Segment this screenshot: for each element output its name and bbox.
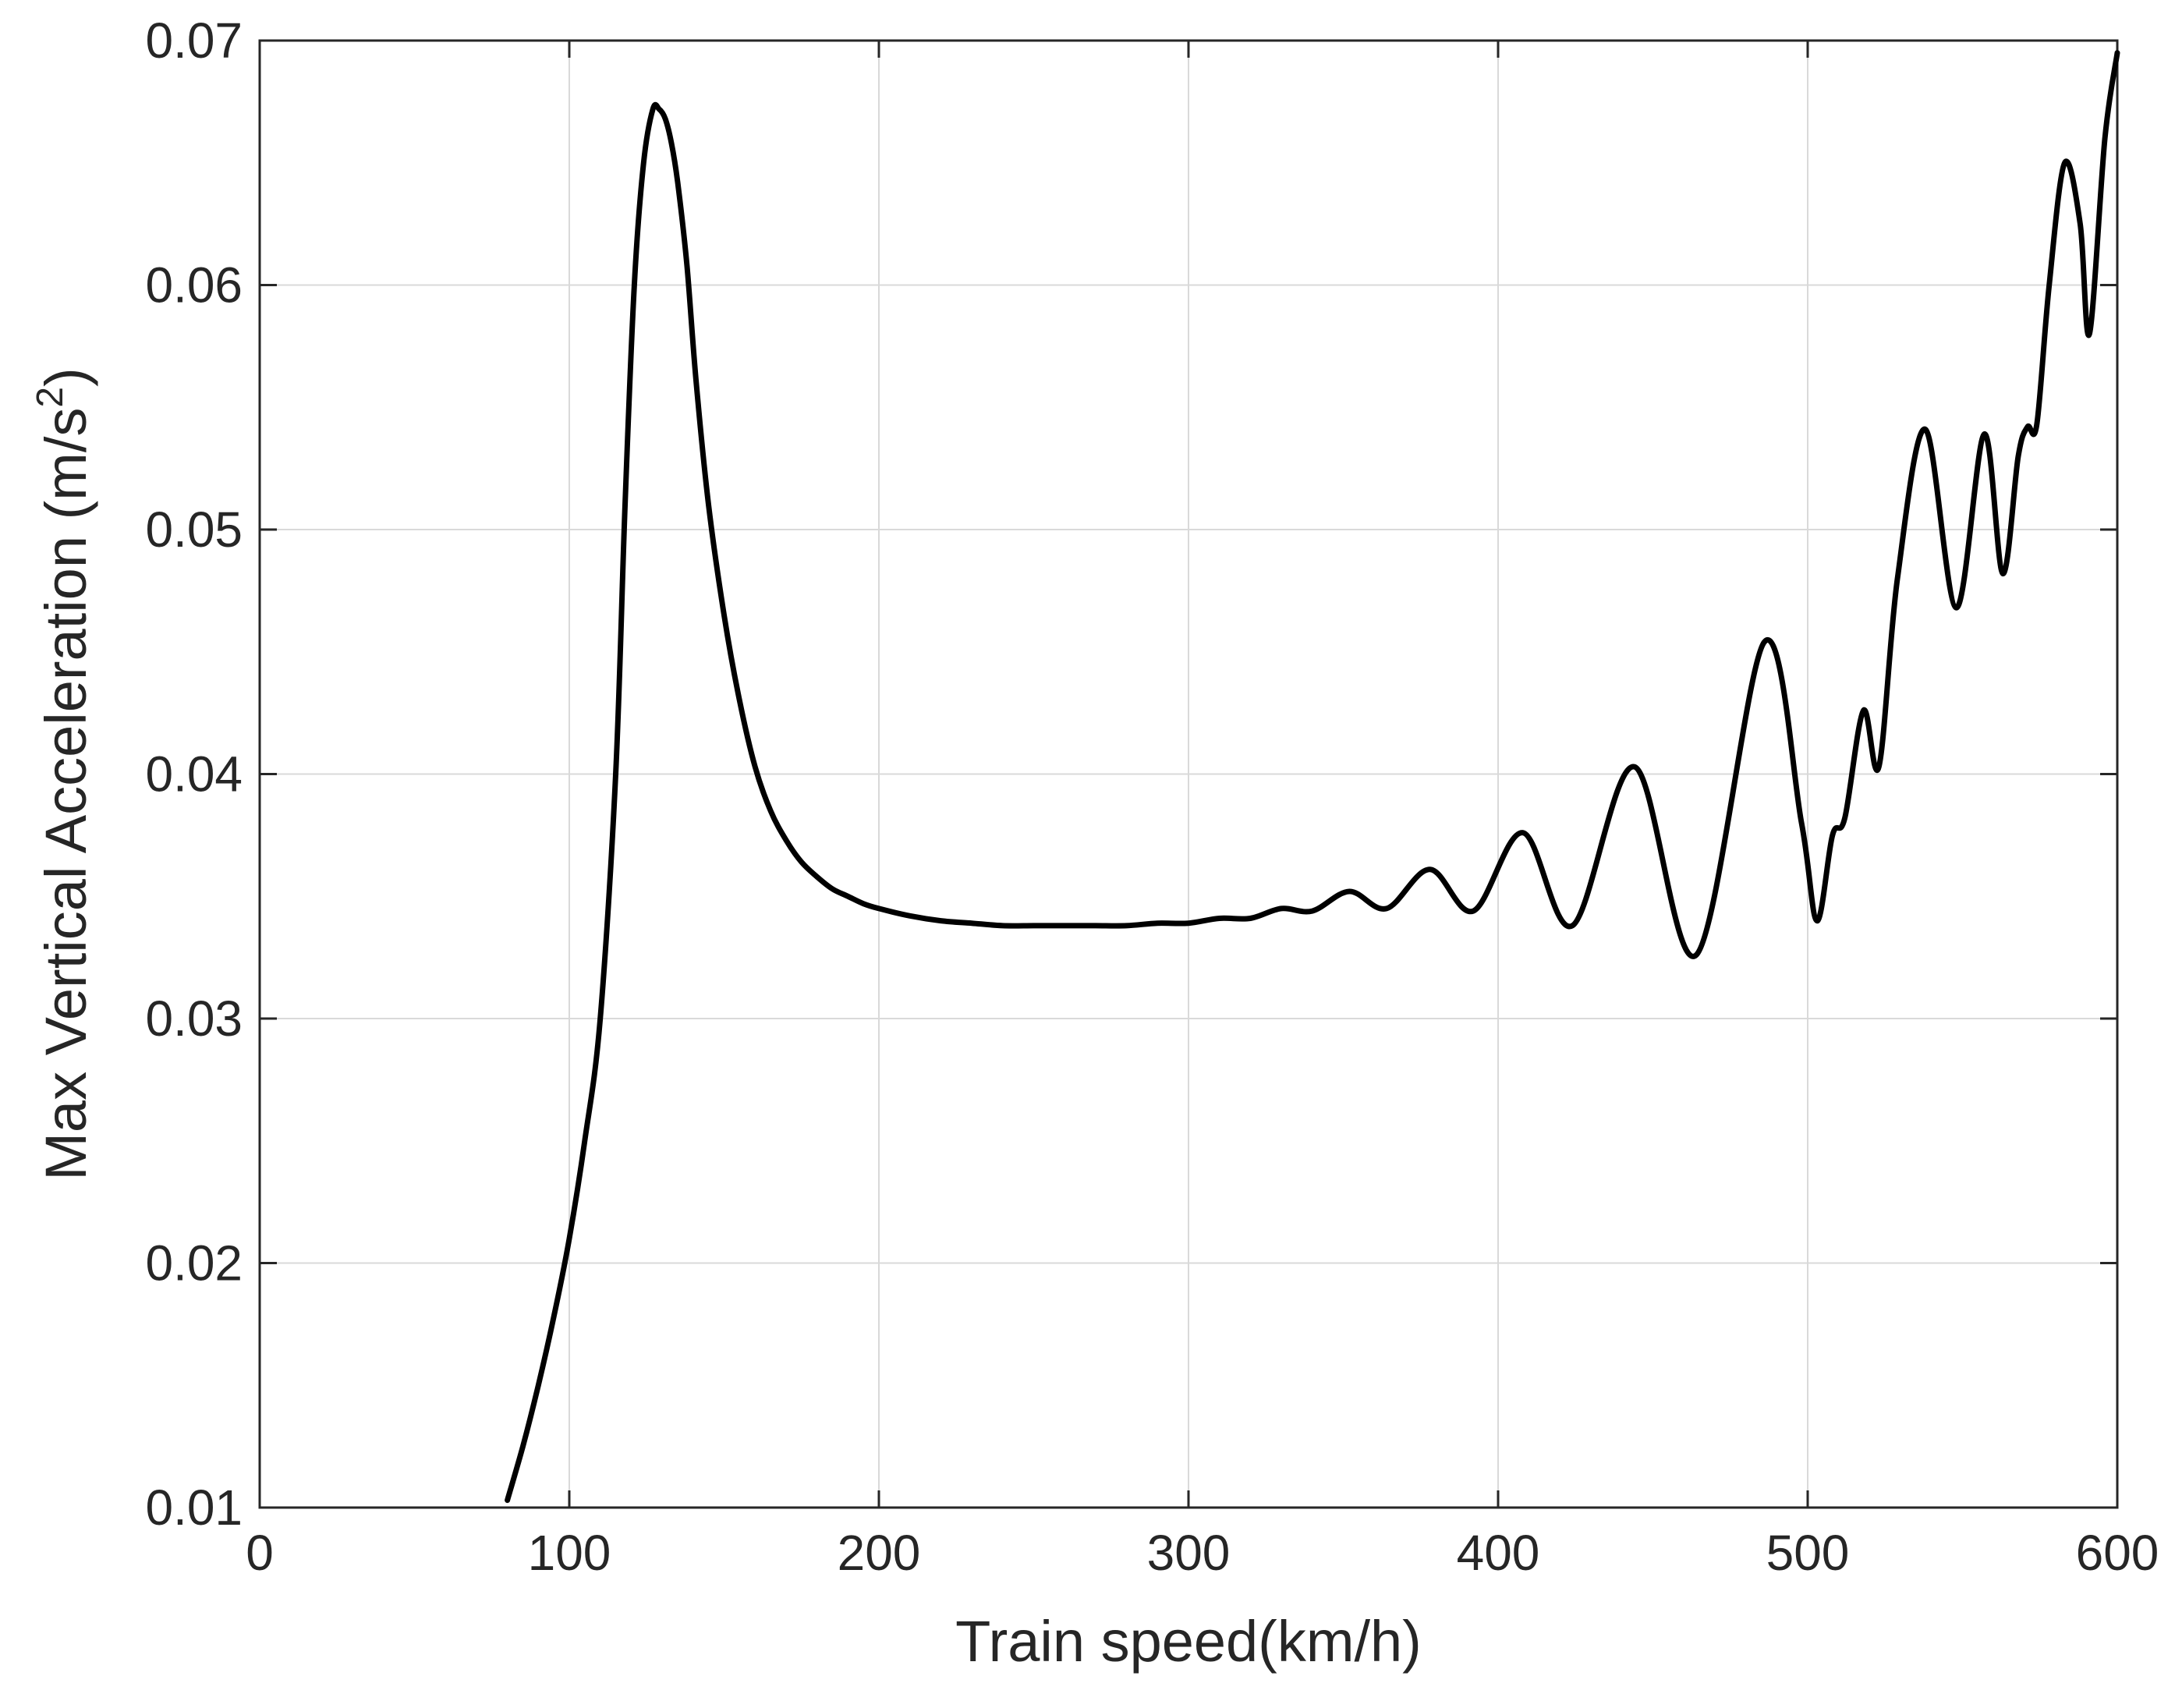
y-tick-label: 0.04 (145, 746, 243, 803)
y-axis-tick-labels: 0.01 0.02 0.03 0.04 0.05 0.06 0.07 (145, 12, 243, 1536)
y-tick-label: 0.07 (145, 12, 243, 69)
y-tick-label: 0.02 (145, 1235, 243, 1292)
y-axis-label: Max Vertical Acceleration (m/s2) (30, 367, 98, 1180)
grid-lines (259, 40, 2118, 1508)
y-tick-label: 0.05 (145, 501, 243, 558)
x-tick-label: 0 (246, 1525, 274, 1581)
y-axis-label-main: Max Vertical Acceleration (m/s (34, 408, 98, 1181)
y-tick-label: 0.01 (145, 1479, 243, 1536)
series-line (505, 50, 2120, 1504)
x-tick-label: 100 (528, 1525, 611, 1581)
x-tick-label: 200 (838, 1525, 921, 1581)
y-axis-label-tail: ) (34, 367, 98, 387)
x-tick-label: 400 (1457, 1525, 1540, 1581)
x-axis-tick-labels: 0 100 200 300 400 500 600 (246, 1525, 2159, 1581)
x-tick-label: 600 (2076, 1525, 2159, 1581)
x-tick-label: 500 (1766, 1525, 1850, 1581)
y-tick-label: 0.06 (145, 257, 243, 314)
axis-ticks (258, 39, 2119, 1509)
y-axis-label-superscript: 2 (30, 387, 71, 408)
x-tick-label: 300 (1147, 1525, 1231, 1581)
x-axis-label: Train speed(km/h) (955, 1609, 1422, 1674)
y-tick-label: 0.03 (145, 990, 243, 1047)
